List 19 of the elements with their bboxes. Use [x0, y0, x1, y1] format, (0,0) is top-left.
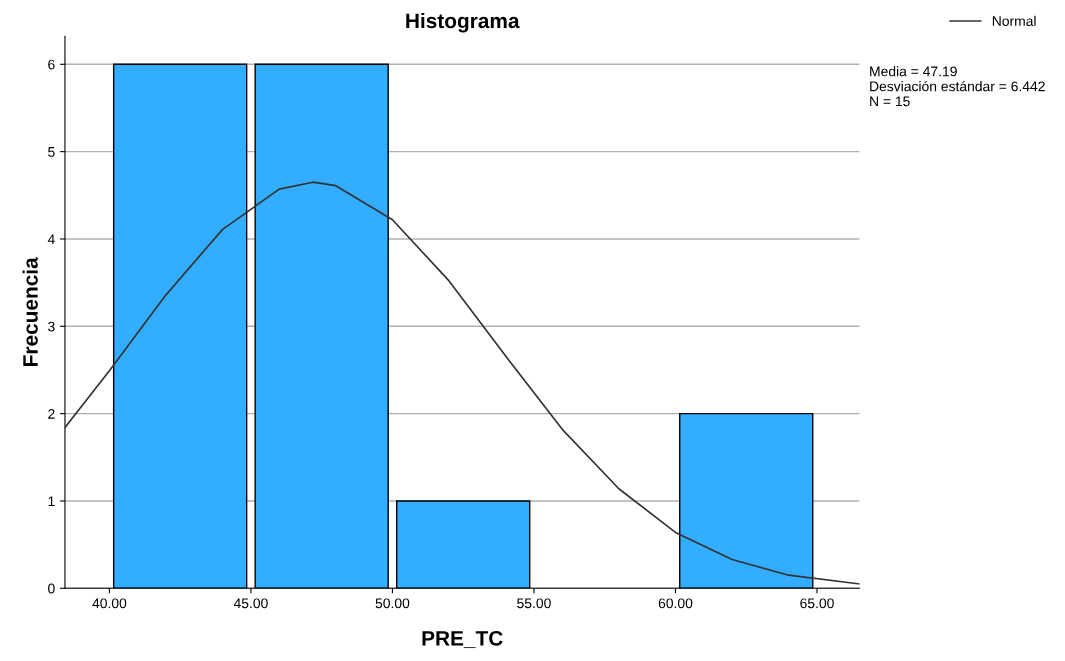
- x-axis-title: PRE_TC: [422, 630, 503, 649]
- x-tick-label: 50.00: [375, 598, 410, 609]
- y-tick-label: 0: [48, 583, 55, 594]
- x-tick-label: 45.00: [233, 598, 268, 609]
- x-tick-label: 65.00: [800, 598, 834, 609]
- y-tick-label: 6: [48, 59, 55, 70]
- x-tick-label: 60.00: [658, 598, 693, 609]
- y-axis-title: Frecuencia: [22, 257, 38, 366]
- y-tick-label: 3: [48, 321, 55, 332]
- x-tick-label: 55.00: [517, 598, 551, 609]
- x-tick-label: 40.00: [92, 598, 127, 609]
- y-tick-label: 5: [48, 147, 55, 157]
- chart-title: Histograma: [406, 12, 520, 33]
- text: Media = 47.19 Desviación estándar = 6.442 N = 15: [870, 66, 1045, 107]
- y-tick-label: 2: [48, 408, 55, 419]
- y-tick-label: 4: [47, 234, 55, 244]
- legend-label: Normal: [992, 15, 1036, 27]
- y-tick-label: 1: [48, 496, 55, 506]
- line-series: [64, 181, 860, 585]
